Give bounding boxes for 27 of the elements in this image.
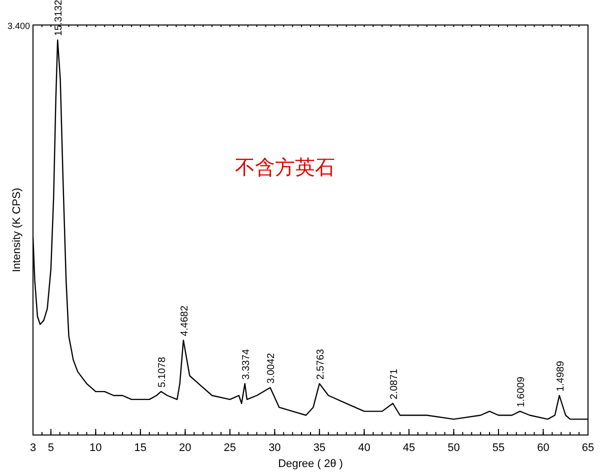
- annotation: 3.3374: [240, 348, 252, 380]
- x-tick-label: 35: [313, 442, 326, 454]
- y-axis-title: Intensity (K CPS): [11, 188, 23, 272]
- annotation: 15.3132: [54, 0, 65, 36]
- x-tick-label: 20: [179, 442, 192, 454]
- x-tick-label: 60: [537, 442, 550, 454]
- x-tick-label: 25: [224, 442, 236, 454]
- x-tick-label: 30: [268, 442, 281, 454]
- annotation: 5.1078: [157, 356, 168, 388]
- x-tick-label: 55: [492, 442, 505, 454]
- x-tick-label: 3: [30, 442, 36, 454]
- x-tick-label: 10: [90, 442, 102, 454]
- annotation: 1.6009: [516, 376, 527, 408]
- text: 3.400: [7, 21, 30, 31]
- annotation: 1.4989: [555, 360, 566, 392]
- annotation: 4.4682: [179, 305, 190, 336]
- annotation: 不含方英石: [235, 156, 335, 179]
- x-tick-label: 5: [48, 442, 54, 454]
- annotation: 2.0871: [388, 368, 400, 400]
- x-tick-label: 40: [358, 442, 370, 454]
- x-tick-label: 65: [582, 442, 594, 454]
- annotation: 2.5763: [315, 348, 326, 380]
- x-axis-title: Degree ( 2θ ): [278, 458, 343, 470]
- x-tick-label: 15: [134, 442, 147, 454]
- x-tick-label: 45: [402, 442, 416, 454]
- x-tick-label: 50: [448, 442, 460, 454]
- annotation: 3.0042: [266, 352, 278, 384]
